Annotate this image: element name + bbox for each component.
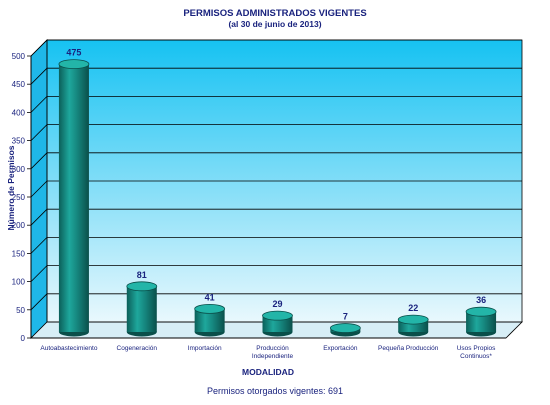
y-tick-label: 0 bbox=[21, 334, 26, 343]
bar bbox=[126, 286, 157, 332]
x-axis-label: MODALIDAD bbox=[242, 367, 294, 377]
x-tick-label: Independiente bbox=[252, 353, 294, 360]
bar-top bbox=[58, 59, 90, 69]
y-axis-label: Número de Permisos bbox=[6, 145, 16, 230]
x-tick-label: Cogeneración bbox=[117, 345, 158, 352]
y-tick-label: 300 bbox=[12, 165, 26, 174]
y-tick-label: 50 bbox=[16, 306, 25, 315]
x-tick-label: Autoabastecimiento bbox=[40, 345, 97, 352]
y-tick-label: 200 bbox=[12, 221, 26, 230]
bar-top bbox=[397, 314, 429, 325]
bar bbox=[194, 308, 225, 332]
y-tick-label: 250 bbox=[12, 193, 26, 202]
x-tick-label: Importación bbox=[188, 345, 222, 352]
data-label: 36 bbox=[476, 295, 486, 305]
footer-total: Permisos otorgados vigentes: 691 bbox=[206, 386, 344, 396]
bar bbox=[466, 311, 497, 332]
y-tick-label: 350 bbox=[12, 137, 26, 146]
x-tick-label: Pequeña Producción bbox=[378, 345, 439, 352]
data-label: 41 bbox=[205, 292, 215, 302]
data-label: 29 bbox=[272, 299, 282, 309]
data-label: 22 bbox=[408, 303, 418, 313]
bar-top bbox=[194, 303, 226, 314]
data-label: 475 bbox=[66, 48, 81, 58]
x-tick-label: Continuos* bbox=[460, 353, 492, 360]
y-tick-label: 150 bbox=[12, 249, 26, 258]
y-tick-label: 500 bbox=[12, 52, 26, 61]
x-tick-label: Usos Propios bbox=[457, 345, 496, 352]
y-tick-label: 400 bbox=[12, 108, 26, 117]
data-label: 7 bbox=[343, 312, 348, 322]
bar-top bbox=[465, 306, 497, 317]
x-tick-label: Exportación bbox=[323, 345, 358, 352]
bar-top bbox=[329, 323, 361, 333]
chart-title: PERMISOS ADMINISTRADOS VIGENTES bbox=[183, 8, 367, 19]
bar-top bbox=[262, 310, 293, 321]
y-tick-label: 100 bbox=[12, 278, 26, 287]
bar bbox=[58, 64, 89, 332]
chart-subtitle: (al 30 de junio de 2013) bbox=[228, 19, 322, 29]
bar-top bbox=[126, 281, 158, 292]
data-label: 81 bbox=[137, 270, 147, 280]
y-tick-label: 450 bbox=[12, 80, 26, 89]
x-tick-label: Producción bbox=[256, 345, 289, 352]
